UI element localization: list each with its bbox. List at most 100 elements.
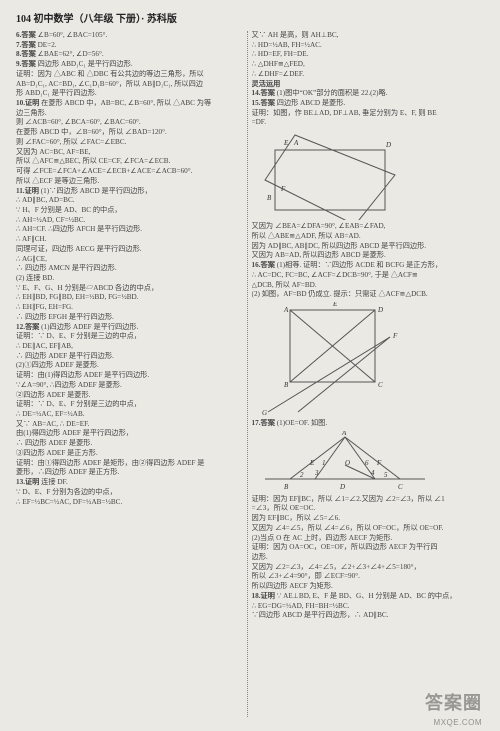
- columns: 6.答案 ∠B=60°, ∠BAC=105°.7.答案 DE=2.8.答案 ∠B…: [16, 31, 488, 717]
- svg-text:E: E: [309, 459, 315, 467]
- text-line: 由(1)得四边形 ADEF 是平行四边形，: [16, 429, 243, 439]
- text-line: ∴ AG∥CE,: [16, 255, 243, 265]
- text-line: (2)当点 O 在 AC 上时，四边形 AECF 为矩形.: [252, 534, 479, 544]
- right-column: 又∵ AH 是高，则 AH⊥BC, ∴ HD=½AB, FH=½AC. ∴ HD…: [252, 31, 479, 717]
- text-line: 又因为 ∠BEA=∠DFA=90°, ∠EAB=∠FAD,: [252, 222, 479, 232]
- text-line: 证明：因为 EF∥BC，所以 ∠1=∠2.又因为 ∠2=∠3，所以 ∠1: [252, 495, 479, 505]
- text-line: 又∵ AH 是高，则 AH⊥BC,: [252, 31, 479, 41]
- text-line: 则 ∠FAC=60°, 所以 ∠FAC=∠EBC.: [16, 138, 243, 148]
- text-line: ∴ ∠DHF=∠DEF.: [252, 70, 479, 80]
- svg-text:E: E: [332, 302, 338, 308]
- text-line: ∵∠A=90°, ∴四边形 ADEF 是菱形.: [16, 381, 243, 391]
- svg-text:G: G: [262, 409, 267, 417]
- text-line: 证明：因为 △ABC 和 △DBC 有公共边的等边三角形，所以: [16, 70, 243, 80]
- text-line: 17.答案 (1)OE=OF. 如图.: [252, 419, 479, 429]
- svg-text:A: A: [293, 139, 299, 147]
- svg-text:5: 5: [384, 471, 388, 479]
- svg-text:E: E: [283, 139, 289, 147]
- svg-text:F: F: [280, 185, 286, 193]
- text-line: ∴ AF∥CH.: [16, 235, 243, 245]
- text-line: 所以 △AFC≌△BEC, 所以 CE=CF, ∠FCA=∠ECB.: [16, 157, 243, 167]
- text-line: ∴ HD=½AB, FH=½AC.: [252, 41, 479, 51]
- text-line: ∴ DE=½AC, EF=½AB.: [16, 410, 243, 420]
- text-line: 所以 △ECF 是等边三角形.: [16, 177, 243, 187]
- text-line: 边三角形.: [16, 109, 243, 119]
- text-line: ③四边形 ADEF 是正方形.: [16, 449, 243, 459]
- text-line: 菱形，∴四边形 ADEF 是正方形.: [16, 468, 243, 478]
- svg-text:D: D: [385, 141, 391, 149]
- text-line: 9.答案 四边形 ABD₁C₁ 是平行四边形.: [16, 60, 243, 70]
- svg-text:3: 3: [314, 469, 319, 477]
- text-line: 证明：因为 OA=OC，OE=OF，所以四边形 AECF 为平行四: [252, 543, 479, 553]
- text-line: 又因为 ∠2=∠3，∠4=∠5，∠2+∠3+∠4+∠5=180°，: [252, 563, 479, 573]
- text-line: ∴ HD=EF, FH=DE.: [252, 50, 479, 60]
- svg-text:2: 2: [300, 471, 304, 479]
- text-line: ∴ DE∥AC, EF∥AB,: [16, 342, 243, 352]
- text-line: 6.答案 ∠B=60°, ∠BAC=105°.: [16, 31, 243, 41]
- svg-text:O: O: [345, 459, 350, 467]
- text-line: 11.证明 (1)∵四边形 ABCD 是平行四边形，: [16, 187, 243, 197]
- text-line: 因为 EF∥BC，所以 ∠5=∠6.: [252, 514, 479, 524]
- svg-text:F: F: [392, 332, 398, 340]
- text-line: ∴ AH=CF. ∴四边形 AFCH 是平行四边形.: [16, 225, 243, 235]
- text-line: 所以 △ABE≌△ADF, 所以 AB=AD.: [252, 232, 479, 242]
- column-divider: [247, 31, 248, 717]
- text-line: ∴ AC=DC, FC=BC, ∠ACF=∠DCB=90°, 于是 △ACF≌: [252, 271, 479, 281]
- text-line: ∴ 四边形 ADEF 是菱形.: [16, 439, 243, 449]
- svg-text:B: B: [267, 194, 272, 202]
- text-line: 证明：∵ D、E、F 分别是三边的中点，: [16, 400, 243, 410]
- text-line: ∴ EG=DG=½AD, FH=BH=½BC.: [252, 602, 479, 612]
- svg-text:A: A: [341, 431, 347, 437]
- text-line: 10.证明 在菱形 ABCD 中，AB=BC, ∠B=60°, 所以 △ABC …: [16, 99, 243, 109]
- text-line: 16.答案 (1)相等. 证明：∵四边形 ACDE 和 BCFG 是正方形，: [252, 261, 479, 271]
- text-line: 18.证明 ∵ AE⊥BD, E、F 是 BD、G、H 分别是 AD、BC 的中…: [252, 592, 479, 602]
- svg-text:A: A: [283, 306, 289, 314]
- text-line: ∵ H、F 分别是 AD、BC 的中点，: [16, 206, 243, 216]
- text-line: ∴ 四边形 EFGH 是平行四边形.: [16, 313, 243, 323]
- text-line: 灵活运用: [252, 80, 479, 90]
- text-line: 13.证明 连接 DF.: [16, 478, 243, 488]
- text-line: 7.答案 DE=2.: [16, 41, 243, 51]
- text-line: 8.答案 ∠BAE=62°, ∠D=56°.: [16, 50, 243, 60]
- text-line: ∵ D、E、F 分别为各边的中点，: [16, 488, 243, 498]
- text-line: 证明：如图，作 BE⊥AD, DF⊥AB, 垂足分别为 E、F, 则 BE: [252, 109, 479, 119]
- page-header: 104 初中数学（八年级 下册）· 苏科版: [16, 10, 488, 25]
- text-line: 又因为 AB=AD, 所以四边形 ABCD 是菱形.: [252, 251, 479, 261]
- text-line: ∴ EH∥FG, EH=FG.: [16, 303, 243, 313]
- text-line: ∴ AD∥BC, AD=BC.: [16, 196, 243, 206]
- text-line: 12.答案 (1)四边形 ADEF 是平行四边形.: [16, 323, 243, 333]
- figure: EADBFC: [260, 130, 400, 220]
- text-line: AB=D₁C₁, AC=BD₁, ∠C₁D₁B=60°，所以 AB∥D₁C₁, …: [16, 80, 243, 90]
- text-line: =DF.: [252, 118, 479, 128]
- text-line: (2)①四边形 ADEF 是菱形.: [16, 361, 243, 371]
- text-line: 则 ∠ACB=60°, ∠BCA=60°, ∠BAC=60°.: [16, 118, 243, 128]
- text-line: 14.答案 (1)图中“OK”部分的面积是 22.(2)略.: [252, 89, 479, 99]
- text-line: ∴ EF=½BC=½AC, DF=½AB=½BC.: [16, 498, 243, 508]
- svg-text:D: D: [377, 306, 383, 314]
- text-line: 证明：由(1)得四边形 ADEF 是平行四边形.: [16, 371, 243, 381]
- text-line: 同理可证，四边形 AECG 是平行四边形.: [16, 245, 243, 255]
- text-line: 所以 ∠3+∠4=90°，即 ∠ECF=90°.: [252, 572, 479, 582]
- text-line: 所以四边形 AECF 为矩形.: [252, 582, 479, 592]
- text-line: 证明：由①得四边形 ADEF 是矩形，由②得四边形 ADEF 是: [16, 459, 243, 469]
- svg-text:F: F: [376, 459, 382, 467]
- watermark-url: MXQE.COM: [434, 718, 482, 727]
- text-line: ∵四边形 ABCD 是平行四边形，∴ AD∥BC.: [252, 611, 479, 621]
- svg-text:1: 1: [322, 459, 326, 467]
- text-line: =∠3，所以 OE=OC.: [252, 504, 479, 514]
- svg-text:4: 4: [371, 469, 375, 477]
- text-line: 又因为 ∠4=∠5，所以 ∠4=∠6，所以 OF=OC，所以 OE=OF.: [252, 524, 479, 534]
- page: 104 初中数学（八年级 下册）· 苏科版 6.答案 ∠B=60°, ∠BAC=…: [0, 0, 500, 731]
- svg-text:C: C: [398, 483, 403, 491]
- figure: AEOFB2D5C1346: [260, 431, 430, 493]
- left-column: 6.答案 ∠B=60°, ∠BAC=105°.7.答案 DE=2.8.答案 ∠B…: [16, 31, 243, 717]
- text-line: ②四边形 ADEF 是菱形.: [16, 391, 243, 401]
- text-line: ∴ AH=½AD, CF=½BC.: [16, 216, 243, 226]
- svg-text:D: D: [339, 483, 345, 491]
- text-line: 又∵ AB=AC, ∴ DE=EF.: [16, 420, 243, 430]
- svg-text:B: B: [284, 381, 289, 389]
- text-line: △DCB, 所以 AF=BD.: [252, 281, 479, 291]
- text-line: ∴ 四边形 AMCN 是平行四边形.: [16, 264, 243, 274]
- figure: ADBCEFG: [260, 302, 400, 417]
- svg-text:6: 6: [365, 459, 369, 467]
